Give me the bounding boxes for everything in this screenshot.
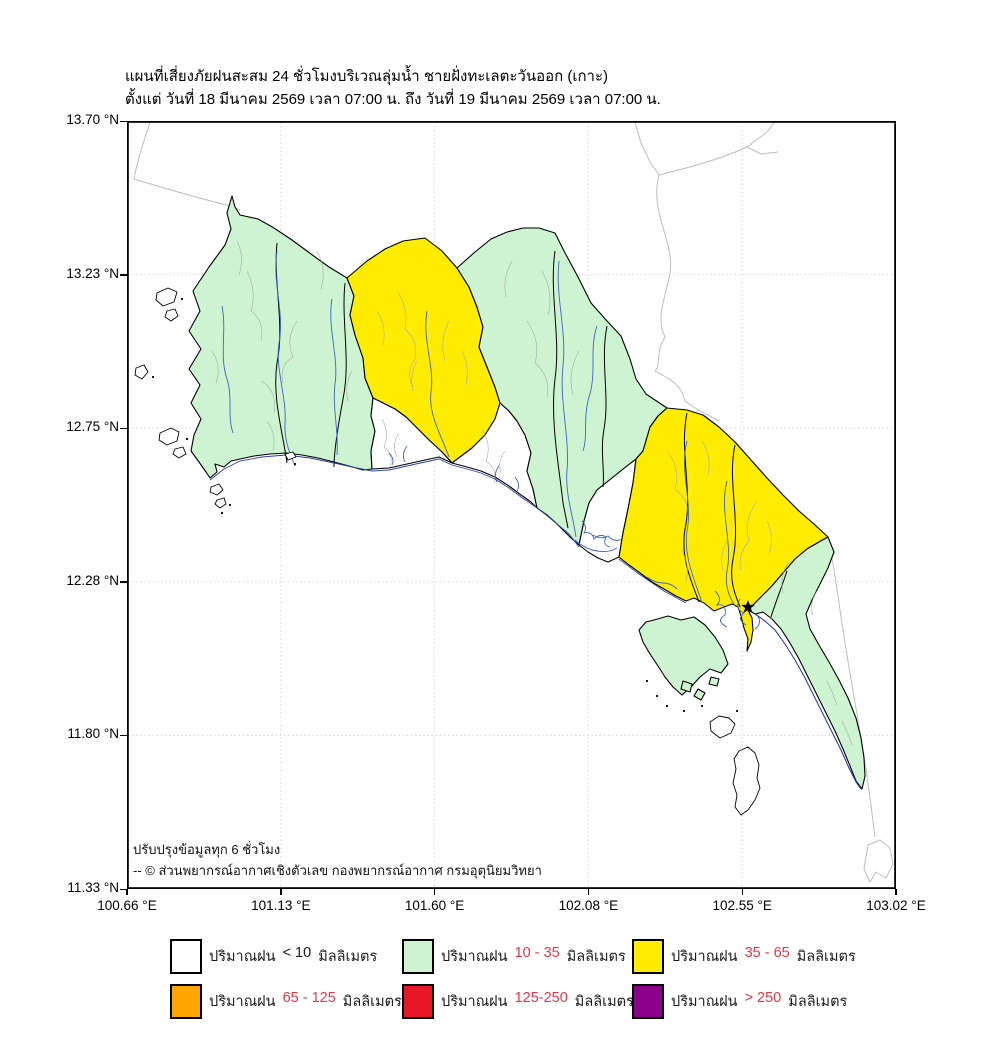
island-koh-chang [638, 615, 729, 696]
legend-value: 65 - 125 [282, 989, 336, 1006]
island-koh-kut [732, 746, 761, 816]
x-tick-label-3: 102.08 °E [558, 898, 619, 913]
x-tick-mark [280, 889, 282, 895]
legend-item-gt250: ปริมาณฝน > 250 มิลลิเมตร [632, 983, 848, 1019]
map-title-line2: ตั้งแต่ วันที่ 18 มีนาคม 2569 เวลา 07:00… [125, 91, 661, 108]
sub-basin-borders [275, 242, 788, 618]
green-islet [708, 676, 720, 687]
island-coastal [284, 451, 297, 461]
island-cape [209, 483, 224, 496]
update-frequency-note: ปรับปรุงข้อมูลทุก 6 ชั่วโมง [133, 842, 281, 857]
legend-suffix: มิลลิเมตร [788, 993, 848, 1010]
x-tick-mark [741, 889, 743, 895]
y-tick-mark [120, 427, 127, 430]
legend-swatch-orange [170, 983, 202, 1019]
legend-item-65-125: ปริมาณฝน 65 - 125 มิลลิเมตร [170, 983, 402, 1019]
x-tick-label-0: 100.66 °E [97, 898, 157, 913]
y-tick-label-0: 13.70 °N [66, 112, 119, 127]
basin-white-coastal-1 [370, 397, 453, 470]
green-islet [693, 688, 706, 701]
x-tick-label-2: 101.60 °E [404, 898, 465, 913]
x-tick-mark [587, 889, 590, 895]
y-tick-mark [120, 120, 127, 122]
y-tick-label-4: 11.80 °N [67, 726, 119, 742]
coastline-blue-edge [209, 454, 580, 548]
legend-suffix: มิลลิเมตร [318, 948, 378, 965]
legend-prefix: ปริมาณฝน [209, 993, 276, 1010]
y-tick-mark [120, 888, 127, 890]
legend-prefix: ปริมาณฝน [671, 948, 738, 965]
island-west [155, 287, 178, 307]
y-tick-label-3: 12.28 °N [66, 572, 119, 588]
legend-prefix: ปริมาณฝน [671, 993, 738, 1010]
legend-swatch-red [402, 983, 434, 1019]
y-tick-label-2: 12.75 °N [66, 419, 119, 435]
legend-prefix: ปริมาณฝน [209, 948, 276, 965]
copyright-note: -- © ส่วนพยากรณ์อากาศเชิงตัวเลข กองพยากร… [133, 863, 542, 878]
legend-item-10-35: ปริมาณฝน 10 - 35 มิลลิเมตร [402, 938, 626, 974]
islands [134, 287, 761, 816]
x-tick-label-4: 102.55 °E [712, 898, 772, 913]
island-cape [214, 497, 227, 509]
legend-swatch-yellow [632, 938, 664, 974]
island-west [134, 364, 149, 380]
legend-item-35-65: ปริมาณฝน 35 - 65 มิลลิเมตร [632, 938, 856, 974]
legend-prefix: ปริมาณฝน [441, 993, 508, 1010]
legend-value: 125-250 [514, 989, 568, 1006]
y-tick-mark [120, 581, 127, 583]
x-tick-label-1: 101.13 °E [251, 898, 311, 913]
x-tick-mark [895, 889, 897, 895]
legend-suffix: มิลลิเมตร [796, 948, 856, 965]
legend-suffix: มิลลิเมตร [342, 993, 402, 1010]
island-west [158, 427, 180, 446]
map-title-line1: แผนที่เสี่ยงภัยฝนสะสม 24 ชั่วโมงบริเวณลุ… [125, 68, 609, 85]
country-border-lines [133, 121, 894, 884]
x-tick-mark [433, 889, 436, 895]
green-islet [680, 680, 693, 693]
y-tick-mark [120, 734, 127, 737]
tributary-streams [211, 240, 853, 746]
legend-prefix: ปริมาณฝน [441, 948, 508, 965]
y-tick-label-5: 11.33 °N [67, 880, 119, 895]
x-tick-mark [126, 889, 128, 895]
x-tick-label-5: 103.02 °E [866, 898, 926, 913]
island-west [172, 446, 187, 459]
y-tick-label-1: 13.23 °N [66, 265, 119, 281]
y-tick-mark [120, 274, 127, 276]
legend-item-lt10: ปริมาณฝน < 10 มิลลิเมตร [170, 938, 378, 974]
legend-value: 35 - 65 [744, 944, 790, 961]
legend-value: > 250 [744, 989, 782, 1006]
legend-suffix: มิลลิเมตร [574, 993, 634, 1010]
map-canvas [127, 121, 896, 889]
legend-swatch-purple [632, 983, 664, 1019]
basin-polygons [188, 195, 866, 790]
legend-suffix: มิลลิเมตร [566, 948, 626, 965]
map-frame [127, 121, 896, 889]
main-rivers [209, 250, 862, 790]
island-koh-mak [709, 715, 736, 739]
legend-swatch-white [170, 938, 202, 974]
island-west [164, 308, 179, 322]
legend-value: < 10 [282, 944, 312, 961]
legend-swatch-green [402, 938, 434, 974]
legend-value: 10 - 35 [514, 944, 560, 961]
legend-item-125-250: ปริมาณฝน 125-250 มิลลิเมตร [402, 983, 634, 1019]
city-star-marker [741, 600, 755, 613]
coastal-strip-river [754, 613, 862, 790]
